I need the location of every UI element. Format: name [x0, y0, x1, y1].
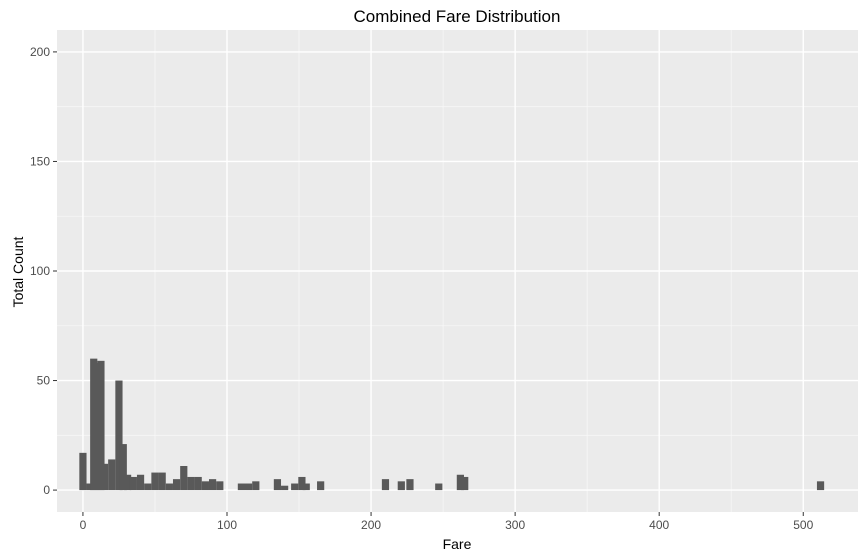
histogram-bar [100, 463, 109, 491]
x-tick-label: 400 [649, 518, 669, 532]
x-tick-label: 0 [80, 518, 87, 532]
y-tick-label: 200 [30, 45, 50, 59]
histogram-bar [201, 481, 209, 491]
histogram-bar [435, 483, 443, 491]
histogram-bar [97, 360, 105, 491]
y-tick-label: 0 [43, 483, 50, 497]
histogram-bar [237, 483, 246, 491]
histogram-bar [144, 483, 152, 491]
histogram-bar [406, 479, 414, 491]
histogram-bar [115, 380, 123, 491]
histogram-bar [86, 483, 94, 491]
histogram-bar [180, 465, 188, 491]
x-tick-label: 500 [793, 518, 813, 532]
x-tick-label: 300 [505, 518, 525, 532]
histogram-bar [165, 483, 173, 491]
histogram-bar [123, 474, 132, 491]
histogram-bar [208, 479, 217, 491]
histogram-bar [187, 476, 195, 491]
histogram-bar [136, 474, 145, 491]
x-axis: 0 100 200 300 400 500 [80, 512, 814, 532]
histogram-bar [119, 444, 127, 491]
x-axis-title: Fare [443, 536, 472, 552]
y-tick-label: 100 [30, 264, 50, 278]
histogram-bar [129, 476, 137, 491]
chart-title: Combined Fare Distribution [354, 7, 561, 26]
histogram-bar [317, 481, 325, 491]
histogram-bar [816, 481, 825, 491]
histogram-bar [151, 472, 159, 491]
histogram-bar [298, 476, 306, 491]
histogram-bars [79, 358, 825, 491]
y-axis-title: Total Count [10, 236, 26, 307]
histogram-bar [216, 481, 224, 491]
histogram-bar [172, 479, 181, 491]
histogram-bar [381, 479, 390, 491]
histogram-bar [79, 452, 87, 491]
histogram-bar [194, 476, 202, 491]
histogram-bar [281, 485, 289, 491]
y-tick-label: 150 [30, 154, 50, 168]
y-tick-label: 50 [37, 374, 51, 388]
histogram-bar [461, 476, 469, 491]
histogram-bar [252, 481, 260, 491]
histogram-bar [302, 483, 310, 491]
histogram-bar [108, 459, 116, 491]
histogram-bar [158, 472, 166, 491]
histogram-bar [245, 483, 253, 491]
histogram-bar [273, 479, 282, 491]
histogram-bar [456, 474, 464, 491]
x-tick-label: 200 [361, 518, 381, 532]
histogram-bar [397, 481, 405, 491]
histogram-bar [291, 483, 299, 491]
y-axis: 0 50 100 150 200 [30, 45, 57, 497]
x-tick-label: 100 [217, 518, 237, 532]
